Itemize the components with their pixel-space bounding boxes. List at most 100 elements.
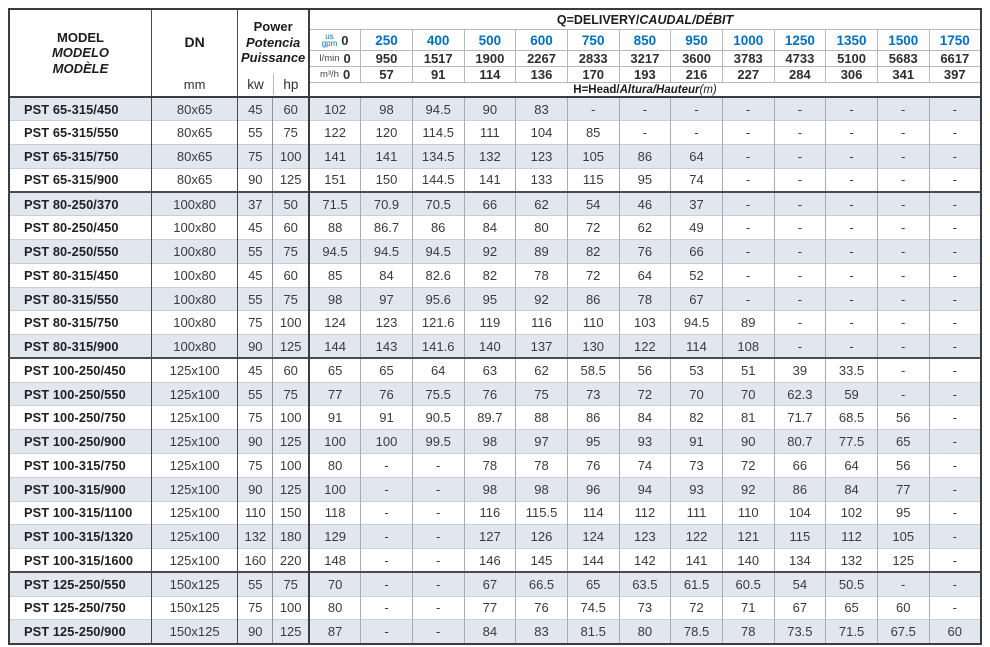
header-row-title: MODEL MODELO MODÈLE DN mm Po <box>9 9 981 98</box>
hp-cell: 125 <box>272 167 309 193</box>
head-value-cell: 67.5 <box>876 619 930 644</box>
flow-value-cell: 170 <box>566 66 620 83</box>
head-value-cell: 78 <box>515 452 568 478</box>
head-value-cell: 94 <box>618 476 671 502</box>
head-value-cell: - <box>773 310 826 335</box>
head-value-cell: 60 <box>928 619 981 644</box>
head-value-cell: 141.6 <box>411 334 465 359</box>
head-value-cell: - <box>876 286 930 311</box>
head-value-cell: 122 <box>308 120 361 145</box>
head-value-cell: - <box>928 262 981 288</box>
head-value-cell: - <box>876 215 930 240</box>
flow-value-cell: 3783 <box>721 50 775 67</box>
head-value-cell: 114 <box>566 500 620 525</box>
head-value-cell: - <box>773 97 826 121</box>
hp-cell: 125 <box>272 619 309 644</box>
head-value-cell: - <box>825 144 878 169</box>
head-value-cell: - <box>928 167 981 193</box>
table-row: PST 80-315/900 100x80 90 125 144 143 141.6 140 1… <box>9 334 981 359</box>
head-value-cell: 90 <box>721 429 775 454</box>
kw-cell: 75 <box>237 595 273 620</box>
flow-value-cell: 216 <box>670 66 723 83</box>
head-value-cell: - <box>928 239 981 264</box>
head-value-cell: 72 <box>670 595 723 620</box>
head-value-cell: 68.5 <box>825 405 878 430</box>
head-title: H=Head/Altura/Hauteur(m) <box>308 82 981 98</box>
model-cell: PST 125-250/550 <box>9 571 152 597</box>
head-value-cell: 99.5 <box>411 429 465 454</box>
head-value-cell: - <box>360 452 413 478</box>
us-gpm-unit-label: us gpm <box>321 31 338 48</box>
head-value-cell: 71.5 <box>825 619 878 644</box>
dn-cell: 100x80 <box>150 215 238 240</box>
flow-value-cell: 6617 <box>928 50 981 67</box>
dn-cell: 80x65 <box>150 167 238 193</box>
head-value-cell: 111 <box>670 500 723 525</box>
dn-cell: 125x100 <box>150 476 238 502</box>
head-value-cell: 145 <box>515 548 568 573</box>
flow-value-cell: 341 <box>876 66 930 83</box>
kw-cell: 37 <box>237 191 273 216</box>
kw-cell: 90 <box>237 429 273 454</box>
flow-value-cell: 1500 <box>876 29 930 51</box>
head-value-cell: 78.5 <box>670 619 723 644</box>
head-value-cell: 122 <box>670 524 723 549</box>
head-value-cell: 123 <box>618 524 671 549</box>
head-value-cell: 76 <box>618 239 671 264</box>
head-value-cell: - <box>825 215 878 240</box>
model-cell: PST 65-315/450 <box>9 97 152 121</box>
hp-cell: 100 <box>272 144 309 169</box>
head-value-cell: - <box>928 500 981 525</box>
head-value-cell: 71 <box>721 595 775 620</box>
head-value-cell: 65 <box>360 357 413 383</box>
hp-cell: 100 <box>272 595 309 620</box>
head-value-cell: 63 <box>463 357 516 383</box>
model-cell: PST 100-315/750 <box>9 452 152 478</box>
head-value-cell: 137 <box>515 334 568 359</box>
head-value-cell: 120 <box>360 120 413 145</box>
head-value-cell: 123 <box>360 310 413 335</box>
head-value-cell: - <box>721 167 775 193</box>
head-value-cell: 87 <box>308 619 361 644</box>
head-value-cell: 54 <box>773 571 826 597</box>
table-row: PST 100-250/900 125x100 90 125 100 100 99.5 98 9… <box>9 429 981 454</box>
head-value-cell: 72 <box>566 215 620 240</box>
head-value-cell: 130 <box>566 334 620 359</box>
head-value-cell: 85 <box>566 120 620 145</box>
head-value-cell: 133 <box>515 167 568 193</box>
head-value-cell: 50.5 <box>825 571 878 597</box>
head-value-cell: 60.5 <box>721 571 775 597</box>
head-value-cell: 56 <box>876 452 930 478</box>
head-value-cell: 98 <box>463 476 516 502</box>
model-cell: PST 100-250/900 <box>9 429 152 454</box>
model-cell: PST 100-315/1320 <box>9 524 152 549</box>
hp-cell: 60 <box>272 215 309 240</box>
head-value-cell: 86.7 <box>360 215 413 240</box>
hp-cell: 75 <box>272 571 309 597</box>
hp-cell: 100 <box>272 405 309 430</box>
head-value-cell: 141 <box>360 144 413 169</box>
head-value-cell: 94.5 <box>411 97 465 121</box>
head-value-cell: 86 <box>411 215 465 240</box>
head-value-cell: - <box>928 357 981 383</box>
head-value-cell: 62 <box>618 215 671 240</box>
table-row: PST 65-315/450 80x65 45 60 102 98 94.5 90 83- - - -… <box>9 97 981 121</box>
head-value-cell: - <box>876 120 930 145</box>
head-value-cell: - <box>928 191 981 216</box>
table-row: PST 65-315/550 80x65 55 75 122 120 114.5 111 104… <box>9 120 981 145</box>
flow-value-cell: l/min 0 <box>308 50 361 67</box>
head-value-cell: 39 <box>773 357 826 383</box>
head-title-en: H=Head/ <box>573 83 620 96</box>
head-value-cell: - <box>721 97 775 121</box>
dn-cell: 100x80 <box>150 262 238 288</box>
dn-cell: 125x100 <box>150 405 238 430</box>
flow-value-cell: 5683 <box>876 50 930 67</box>
head-value-cell: 77 <box>308 381 361 406</box>
head-value-cell: - <box>928 144 981 169</box>
flow-zero-value: 0 <box>342 67 351 82</box>
head-value-cell: 90 <box>463 97 516 121</box>
flow-value-cell: 1900 <box>463 50 516 67</box>
hp-cell: 180 <box>272 524 309 549</box>
head-value-cell: 89 <box>721 310 775 335</box>
model-cell: PST 100-250/550 <box>9 381 152 406</box>
